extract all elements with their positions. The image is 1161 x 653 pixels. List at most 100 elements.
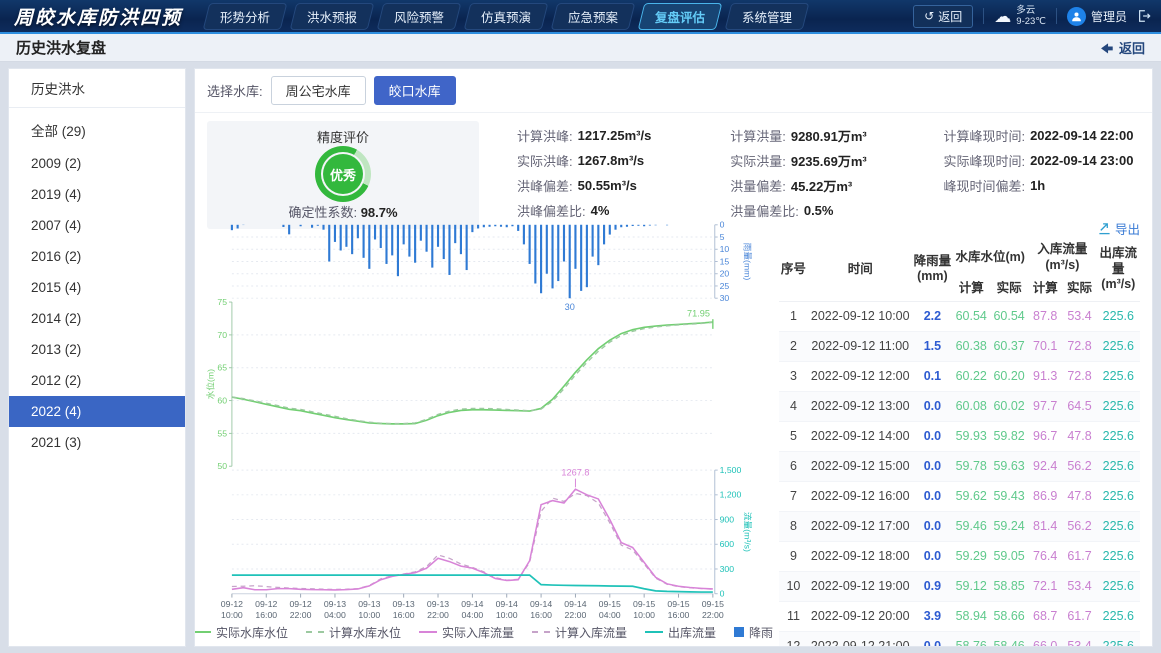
logout-icon[interactable]: [1137, 9, 1151, 23]
reservoir-tab-1[interactable]: 皎口水库: [373, 76, 456, 105]
svg-text:22:00: 22:00: [290, 610, 312, 620]
sidebar-item-2016[interactable]: 2016 (2): [31, 249, 82, 264]
sidebar-item-2009[interactable]: 2009 (2): [31, 156, 82, 171]
cell: 2: [789, 339, 797, 354]
subheader-back-button[interactable]: 返回: [1099, 38, 1145, 57]
cell: 72.8: [1067, 369, 1092, 384]
svg-text:水位(m): 水位(m): [205, 369, 216, 400]
sidebar-item-2019[interactable]: 2019 (4): [31, 187, 82, 202]
sidebar-item-2013[interactable]: 2013 (2): [31, 342, 82, 357]
stat-item: 计算洪量: 9280.91万m³: [730, 123, 905, 148]
svg-text:22:00: 22:00: [427, 610, 449, 620]
nav-item-label: 复盘评估: [655, 10, 706, 25]
nav-item-4[interactable]: 应急预案: [550, 2, 636, 30]
export-button[interactable]: 导出: [779, 219, 1140, 238]
svg-text:09-13: 09-13: [324, 599, 346, 609]
cell: 61.7: [1067, 549, 1092, 564]
svg-text:22:00: 22:00: [565, 610, 587, 620]
svg-text:09-15: 09-15: [633, 599, 655, 609]
cell: 0.0: [923, 639, 942, 647]
back-arrow-icon: [1101, 42, 1113, 53]
stat-label: 洪峰偏差比:: [517, 204, 586, 219]
nav-item-2[interactable]: 风险预警: [376, 2, 462, 30]
cell: 60.02: [993, 399, 1025, 414]
nav-item-label: 仿真预演: [481, 10, 532, 25]
svg-text:50: 50: [217, 461, 227, 471]
navbar-back-button[interactable]: ↺ 返回: [913, 4, 974, 28]
coefficient-value: 98.7%: [360, 205, 398, 220]
svg-text:10: 10: [720, 244, 730, 254]
precision-donut: 优秀: [315, 146, 371, 202]
cell: 3.9: [923, 609, 942, 624]
svg-text:09-13: 09-13: [393, 599, 415, 609]
cell: 53.4: [1067, 639, 1092, 647]
chart-legend: 实际水库水位 计算水库水位 实际入库流量 计算入库流量 出库流量 降雨: [195, 623, 773, 642]
cell: 91.3: [1033, 369, 1058, 384]
sidebar-item-2015[interactable]: 2015 (4): [31, 280, 82, 295]
user-menu[interactable]: 管理员: [1066, 6, 1127, 26]
cell: 10: [786, 579, 801, 594]
table-row: 3 2022-09-12 12:00 0.1 60.22 60.20 91.3 72.8 22…: [779, 361, 1140, 392]
sidebar-item-2021[interactable]: 2021 (3): [31, 435, 82, 450]
cell: 2022-09-12 15:00: [810, 459, 910, 474]
avatar: [1066, 6, 1086, 26]
nav-item-label: 系统管理: [742, 10, 793, 25]
svg-text:16:00: 16:00: [668, 610, 690, 620]
stat-item: 峰现时间偏差: 1h: [943, 173, 1140, 198]
cell: 59.82: [993, 429, 1025, 444]
cell: 2022-09-12 19:00: [810, 579, 910, 594]
cell: 60.20: [993, 369, 1025, 384]
svg-text:600: 600: [720, 539, 735, 549]
cell: 3: [789, 369, 797, 384]
stat-label: 实际洪量:: [730, 154, 786, 169]
sidebar-item-全部[interactable]: 全部 (29): [31, 124, 86, 139]
cell: 59.29: [955, 549, 987, 564]
sidebar-title: 历史洪水: [9, 69, 185, 108]
cell: 225.6: [1102, 489, 1134, 504]
stat-item: 洪量偏差: 45.22万m³: [730, 173, 905, 198]
svg-text:10:00: 10:00: [221, 610, 243, 620]
sidebar-item-2014[interactable]: 2014 (2): [31, 311, 82, 326]
cell: 59.93: [955, 429, 987, 444]
col-header-inflow-actual: 实际: [1066, 281, 1092, 296]
nav-item-0[interactable]: 形势分析: [202, 2, 288, 30]
stat-value: 9280.91万m³: [790, 129, 867, 144]
sidebar-item-2007[interactable]: 2007 (4): [31, 218, 82, 233]
cell: 225.6: [1102, 309, 1134, 324]
cell: 1: [789, 309, 797, 324]
svg-text:09-12: 09-12: [289, 599, 311, 609]
app-title: 周皎水库防洪四预: [14, 7, 183, 29]
stat-item: 洪峰偏差比: 4%: [517, 198, 692, 223]
cell: 87.8: [1033, 309, 1058, 324]
cell: 2.2: [923, 309, 942, 324]
stat-item: 计算洪峰: 1217.25m³/s: [517, 123, 692, 148]
svg-text:300: 300: [720, 564, 735, 574]
nav-item-3[interactable]: 仿真预演: [463, 2, 549, 30]
cell: 2022-09-12 16:00: [810, 489, 910, 504]
nav-item-1[interactable]: 洪水预报: [289, 2, 375, 30]
nav-item-6[interactable]: 系统管理: [724, 2, 810, 30]
svg-text:09-12: 09-12: [221, 599, 243, 609]
col-header-time: 时间: [847, 261, 873, 276]
reservoir-tab-0[interactable]: 周公宅水库: [270, 76, 366, 105]
cell: 1.5: [923, 339, 942, 354]
nav-item-5[interactable]: 复盘评估: [637, 2, 723, 30]
cell: 0.1: [923, 369, 942, 384]
cell: 66.0: [1033, 639, 1058, 647]
svg-text:1267.8: 1267.8: [561, 468, 589, 478]
charts-and-table: 0 5 10 15 20 25 30 雨量(mm) 30 75 70 65 60 55 50 水位(m) 71.…: [195, 217, 1152, 646]
sidebar-item-2012[interactable]: 2012 (2): [31, 373, 82, 388]
table-row: 9 2022-09-12 18:00 0.0 59.29 59.05 76.4 61.7 22…: [779, 541, 1140, 572]
col-header-level-calc: 计算: [958, 281, 984, 296]
col-header-level-actual: 实际: [996, 281, 1022, 296]
sidebar: 历史洪水 全部 (29) 2009 (2) 2019 (4) 2007 (4) 2016…: [8, 68, 186, 647]
undo-icon: ↺: [924, 9, 935, 23]
stat-column-volume: 计算洪量: 9280.91万m³ 实际洪量: 9235.69万m³ 洪量偏差: 45.22…: [692, 121, 905, 229]
svg-text:5: 5: [720, 232, 725, 242]
reservoir-select-label: 选择水库:: [207, 84, 263, 99]
cell: 58.46: [993, 639, 1025, 647]
cell: 9: [789, 549, 797, 564]
nav-item-label: 应急预案: [568, 10, 619, 25]
sidebar-item-2022[interactable]: 2022 (4): [9, 396, 185, 427]
svg-text:30: 30: [565, 302, 575, 312]
